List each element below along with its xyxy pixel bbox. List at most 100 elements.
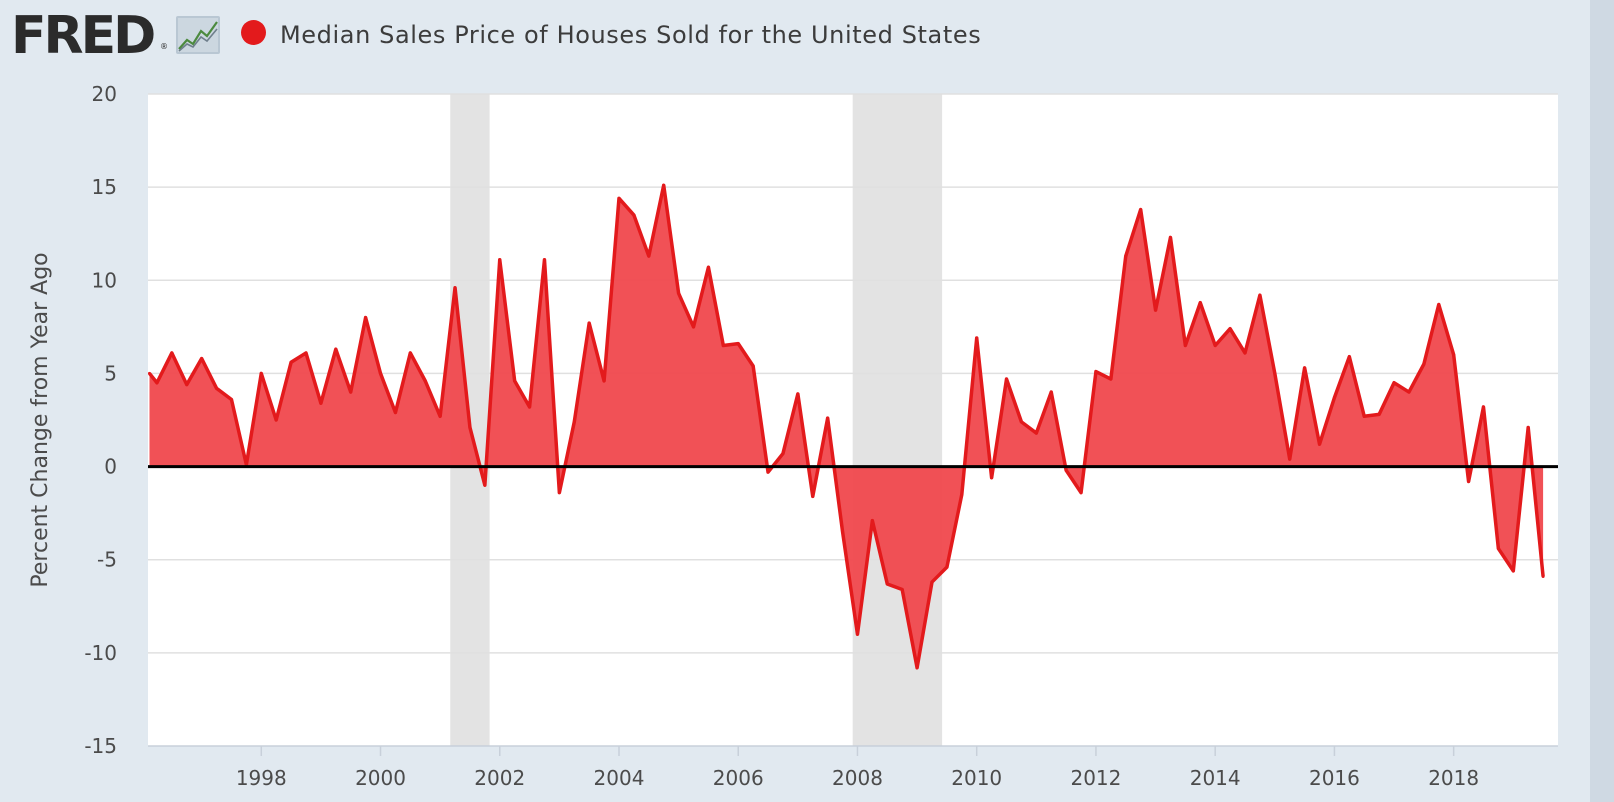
data-point[interactable] — [1318, 442, 1322, 446]
data-point[interactable] — [1407, 390, 1411, 394]
data-point[interactable] — [1437, 303, 1441, 307]
data-point[interactable] — [1288, 457, 1292, 461]
data-point[interactable] — [1362, 414, 1366, 418]
data-point[interactable] — [870, 519, 874, 523]
data-point[interactable] — [1377, 412, 1381, 416]
data-point[interactable] — [1258, 293, 1262, 297]
data-point[interactable] — [841, 530, 845, 534]
data-point[interactable] — [513, 379, 517, 383]
data-point[interactable] — [706, 265, 710, 269]
data-point[interactable] — [1154, 308, 1158, 312]
data-point[interactable] — [274, 418, 278, 422]
data-point[interactable] — [438, 414, 442, 418]
data-point[interactable] — [751, 364, 755, 368]
data-point[interactable] — [289, 360, 293, 364]
data-point[interactable] — [1109, 377, 1113, 381]
data-point[interactable] — [1139, 207, 1143, 211]
data-point[interactable] — [229, 398, 233, 402]
data-point[interactable] — [423, 379, 427, 383]
data-point[interactable] — [1347, 355, 1351, 359]
data-point[interactable] — [826, 416, 830, 420]
page-scrollbar[interactable] — [1590, 0, 1614, 802]
data-point[interactable] — [334, 347, 338, 351]
data-point[interactable] — [662, 183, 666, 187]
data-point[interactable] — [304, 351, 308, 355]
data-point[interactable] — [677, 291, 681, 295]
data-point[interactable] — [259, 371, 263, 375]
data-point[interactable] — [1481, 405, 1485, 409]
data-point[interactable] — [736, 342, 740, 346]
data-point[interactable] — [408, 351, 412, 355]
data-point[interactable] — [647, 254, 651, 258]
data-point[interactable] — [379, 371, 383, 375]
data-point[interactable] — [1213, 343, 1217, 347]
data-point[interactable] — [602, 379, 606, 383]
fred-logo[interactable]: FRED — [11, 6, 156, 66]
data-point[interactable] — [1496, 547, 1500, 551]
data-point[interactable] — [1064, 468, 1068, 472]
data-point[interactable] — [1467, 479, 1471, 483]
data-point[interactable] — [587, 321, 591, 325]
data-point[interactable] — [960, 493, 964, 497]
data-point[interactable] — [1198, 301, 1202, 305]
data-point[interactable] — [1511, 569, 1515, 573]
data-point[interactable] — [1452, 353, 1456, 357]
data-point[interactable] — [796, 392, 800, 396]
data-point[interactable] — [319, 401, 323, 405]
data-point[interactable] — [364, 316, 368, 320]
data-point[interactable] — [185, 383, 189, 387]
data-point[interactable] — [147, 371, 151, 375]
data-point[interactable] — [915, 666, 919, 670]
data-point[interactable] — [692, 325, 696, 329]
data-point[interactable] — [1034, 431, 1038, 435]
data-point[interactable] — [945, 565, 949, 569]
data-point[interactable] — [1228, 327, 1232, 331]
data-point[interactable] — [721, 343, 725, 347]
data-point[interactable] — [393, 411, 397, 415]
data-point[interactable] — [900, 588, 904, 592]
data-point[interactable] — [632, 213, 636, 217]
data-point[interactable] — [1183, 343, 1187, 347]
data-point[interactable] — [1094, 370, 1098, 374]
data-point[interactable] — [1168, 235, 1172, 239]
data-point[interactable] — [975, 336, 979, 340]
data-point[interactable] — [1049, 390, 1053, 394]
data-point[interactable] — [468, 425, 472, 429]
data-point[interactable] — [617, 196, 621, 200]
data-point[interactable] — [483, 483, 487, 487]
x-tick-label: 2002 — [474, 766, 525, 790]
data-point[interactable] — [781, 452, 785, 456]
data-point[interactable] — [1422, 362, 1426, 366]
y-tick-label: 15 — [92, 175, 117, 199]
data-point[interactable] — [1019, 420, 1023, 424]
data-point[interactable] — [200, 357, 204, 361]
data-point[interactable] — [1303, 366, 1307, 370]
data-point[interactable] — [542, 258, 546, 262]
data-point[interactable] — [930, 580, 934, 584]
data-point[interactable] — [170, 351, 174, 355]
data-point[interactable] — [885, 582, 889, 586]
data-point[interactable] — [349, 390, 353, 394]
data-point[interactable] — [453, 286, 457, 290]
data-point[interactable] — [1541, 574, 1545, 578]
data-point[interactable] — [1392, 381, 1396, 385]
data-point[interactable] — [811, 494, 815, 498]
data-point[interactable] — [1332, 396, 1336, 400]
data-point[interactable] — [855, 632, 859, 636]
data-point[interactable] — [528, 405, 532, 409]
data-point[interactable] — [1526, 425, 1530, 429]
data-point[interactable] — [1079, 491, 1083, 495]
line-graph-icon[interactable] — [176, 16, 220, 54]
data-point[interactable] — [1273, 371, 1277, 375]
data-point[interactable] — [572, 420, 576, 424]
data-point[interactable] — [215, 386, 219, 390]
data-point[interactable] — [990, 476, 994, 480]
data-point[interactable] — [557, 491, 561, 495]
data-point[interactable] — [766, 470, 770, 474]
data-point[interactable] — [498, 258, 502, 262]
data-point[interactable] — [155, 381, 159, 385]
axes: -15 -10 -5 0 5 10 15 20 1998 2000 2002 2004 2006 2008… — [84, 82, 1558, 790]
data-point[interactable] — [1243, 351, 1247, 355]
data-point[interactable] — [1005, 377, 1009, 381]
data-point[interactable] — [1124, 254, 1128, 258]
